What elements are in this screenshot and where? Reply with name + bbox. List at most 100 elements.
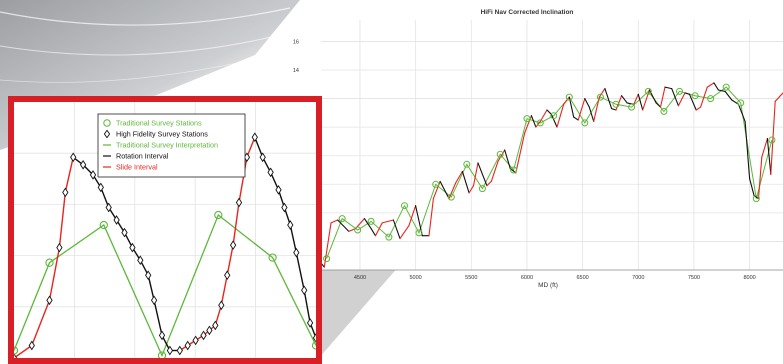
legend-diamond-icon [103, 129, 111, 139]
main-grid [321, 20, 783, 271]
survey-station-marker [447, 193, 455, 201]
survey-station-marker [644, 87, 652, 95]
y-tick-label: 14 [293, 68, 299, 74]
x-tick-label: 7000 [632, 275, 644, 281]
hifi-station-marker [287, 220, 294, 230]
inset-survey-station-marker [14, 346, 19, 355]
rotation-interval-segment [664, 86, 673, 90]
slide-interval-segment [374, 222, 383, 237]
inset-rotation-interval-segment [147, 275, 155, 301]
survey-station-marker [338, 215, 346, 223]
slide-interval-segment [448, 182, 457, 200]
survey-station-marker [523, 115, 531, 123]
survey-station-marker [323, 255, 331, 263]
slide-interval-segment [677, 92, 686, 107]
inset-rotation-interval-segment [295, 252, 305, 291]
slide-interval-segment [472, 162, 479, 187]
hifi-station-marker [224, 270, 231, 281]
hifi-station-marker [293, 247, 300, 258]
inset-rotation-interval-segment [254, 136, 264, 158]
rotation-interval-segment [461, 170, 470, 194]
survey-station-marker [510, 166, 518, 174]
slide-interval-segment [330, 219, 339, 224]
rotation-interval-segment [530, 115, 537, 128]
survey-station-marker [737, 99, 745, 107]
hifi-station-marker [28, 340, 35, 351]
hifi-station-marker [79, 159, 87, 170]
x-tick-label: 5500 [465, 275, 477, 281]
hifi-station-marker [184, 340, 191, 351]
inset-rotation-interval-segment [153, 300, 163, 336]
rotation-interval-segment [724, 90, 733, 101]
slide-interval-segment [556, 103, 565, 128]
chart-title: HiFi Nav Corrected Inclination [481, 9, 574, 16]
hifi-station-marker [166, 345, 174, 356]
rotation-interval-segment [337, 219, 350, 232]
rotation-interval-segment [573, 116, 579, 121]
slide-interval-segment [381, 219, 394, 224]
x-tick-label: 5000 [410, 275, 422, 281]
rotation-interval-segment [713, 82, 719, 91]
slide-interval-segment [706, 82, 715, 88]
inset-series [14, 132, 316, 358]
hifi-station-marker [158, 330, 166, 341]
inset-survey-station-marker [99, 220, 108, 230]
hifi-station-marker [251, 132, 258, 143]
inset-slide-interval-segment [48, 247, 61, 301]
survey-station-marker [596, 93, 604, 101]
rotation-interval-segment [671, 88, 679, 107]
rotation-interval-segment [611, 108, 617, 111]
slide-interval-segment [399, 225, 410, 240]
rotation-interval-segment [588, 106, 595, 122]
legend-box [97, 113, 246, 178]
inset-slide-interval-segment [226, 244, 234, 276]
slide-interval-segment [700, 86, 708, 108]
inset-survey-station-marker [214, 210, 223, 220]
rotation-interval-segment [737, 103, 746, 122]
rotation-interval-segment [509, 168, 517, 174]
inset-slide-interval-segment [246, 136, 256, 158]
slide-interval-segment [408, 205, 417, 227]
hifi-station-marker [137, 255, 144, 266]
rotation-interval-segment [370, 228, 377, 237]
rotation-interval-segment [684, 92, 691, 95]
y-tick-label: 16 [293, 39, 299, 45]
rotation-interval-segment [477, 162, 488, 187]
rotation-interval-segment [688, 93, 697, 111]
slide-interval-segment [535, 120, 541, 128]
hifi-station-marker [306, 318, 314, 328]
x-tick-label: 8000 [743, 275, 755, 281]
rotation-interval-segment [648, 89, 657, 104]
slide-interval-segment [761, 138, 768, 158]
slide-interval-segment [323, 222, 332, 268]
hifi-station-marker [218, 300, 225, 311]
inset-chart: Traditional Survey Stations High Fidelity… [8, 96, 322, 364]
survey-station-marker [676, 87, 683, 95]
inset-rotation-interval-segment [100, 187, 110, 208]
hifi-station-marker [235, 197, 243, 208]
slide-interval-segment [633, 93, 639, 105]
slide-interval-segment [468, 185, 475, 194]
rotation-interval-segment [604, 88, 613, 110]
hifi-station-marker [259, 152, 266, 163]
inset-slide-interval-segment [14, 344, 33, 358]
inset-slide-interval-segment [64, 157, 74, 193]
hifi-station-marker [89, 170, 97, 180]
slide-interval-segment [428, 198, 434, 237]
hifi-station-marker [113, 215, 120, 225]
slide-interval-segment [774, 92, 783, 102]
legend-entry-label: High Fidelity Survey Stations [116, 130, 208, 139]
survey-station-marker [354, 226, 362, 234]
survey-station-marker [565, 93, 573, 101]
legend-entry-label: Traditional Survey Stations [116, 119, 202, 128]
survey-station-marker [628, 103, 636, 111]
rotation-interval-segment [655, 102, 662, 108]
slide-interval-segment [490, 160, 499, 182]
hifi-station-marker [56, 242, 63, 253]
hifi-station-marker [150, 295, 158, 306]
slide-interval-segment [642, 89, 650, 111]
rotation-interval-segment [766, 138, 772, 175]
inset-rotation-interval-segment [269, 172, 280, 191]
survey-station-marker [722, 83, 730, 91]
survey-station-marker [707, 95, 715, 103]
